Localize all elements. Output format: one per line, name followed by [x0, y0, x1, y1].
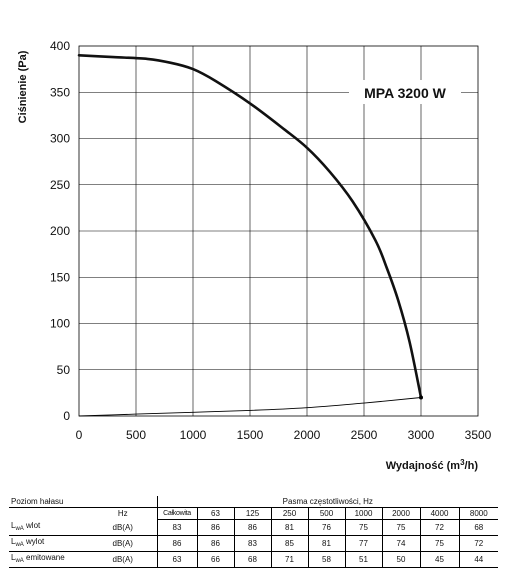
frequency-bands-title: Pasma częstotliwości, Hz: [156, 496, 499, 508]
frequency-header: 2000: [381, 507, 420, 520]
fan-curve-line: [77, 54, 423, 399]
noise-table-rows: LwA wlot dB(A) 83 86 86 81 76 75 75 72 68 LwA wylot…: [9, 519, 499, 568]
x-tick-labels: 0 500 1000 1500 2000 2500 3000 3500: [76, 428, 492, 442]
table-cell: 68: [233, 551, 271, 568]
table-cell: 86: [196, 535, 234, 552]
fan-performance-chart: 0 500 1000 1500 2000 2500 3000 3500 0 50 100 150 20…: [17, 39, 492, 472]
table-cell: 58: [307, 551, 345, 568]
table-cell: 72: [458, 535, 499, 552]
frequency-header: 8000: [458, 507, 499, 520]
frequency-header: 125: [233, 507, 271, 520]
table-cell: 75: [419, 535, 459, 552]
table-cell: 51: [344, 551, 382, 568]
operating-point-marker: [419, 395, 423, 400]
y-tick-label: 200: [50, 224, 70, 238]
y-tick-labels: 0 50 100 150 200 250 300 350 400: [50, 39, 70, 423]
system-curve-line: [78, 397, 422, 417]
frequency-header-row: Hz Całkowita 63 125 250 500 1000 2000 4000 8000: [9, 507, 499, 520]
table-row: LwA wlot dB(A) 83 86 86 81 76 75 75 72 68: [9, 519, 499, 536]
table-cell: 74: [381, 535, 420, 552]
frequency-header: 500: [307, 507, 345, 520]
x-tick-label: 3500: [465, 428, 492, 442]
model-label: MPA 3200 W: [364, 85, 446, 101]
y-tick-label: 100: [50, 317, 70, 331]
frequency-header: 63: [196, 507, 234, 520]
row-total: 86: [156, 535, 197, 552]
table-cell: 71: [270, 551, 308, 568]
table-cell: 75: [381, 519, 420, 536]
x-tick-label: 3000: [408, 428, 435, 442]
frequency-header: 250: [270, 507, 308, 520]
table-cell: 85: [270, 535, 308, 552]
table-cell: 77: [344, 535, 382, 552]
y-tick-label: 0: [63, 409, 70, 423]
row-label: LwA wlot: [9, 519, 89, 536]
table-row: LwA emitowane dB(A) 63 66 68 71 58 51 50 45 44: [9, 551, 499, 568]
table-row: LwA wylot dB(A) 86 86 83 85 81 77 74 75 72: [9, 535, 499, 552]
frequency-header: 1000: [344, 507, 382, 520]
noise-level-table: Poziom hałasu Pasma częstotliwości, Hz H…: [9, 496, 499, 568]
x-tick-label: 0: [76, 428, 83, 442]
frequency-header: 4000: [419, 507, 459, 520]
model-label-background: [349, 80, 461, 104]
y-axis-label: Ciśnienie (Pa): [17, 50, 29, 123]
table-cell: 81: [307, 535, 345, 552]
row-total: 83: [156, 519, 197, 536]
table-cell: 86: [196, 519, 234, 536]
x-tick-label: 1500: [237, 428, 264, 442]
hz-label: Hz: [117, 509, 128, 519]
y-tick-label: 300: [50, 132, 70, 146]
table-cell: 81: [270, 519, 308, 536]
row-total: 63: [156, 551, 197, 568]
x-axis-label: Wydajność (m3/h): [386, 458, 479, 472]
row-unit: dB(A): [89, 519, 157, 536]
table-cell: 45: [419, 551, 459, 568]
table-cell: 86: [233, 519, 271, 536]
table-cell: 50: [381, 551, 420, 568]
table-cell: 66: [196, 551, 234, 568]
y-tick-label: 400: [50, 39, 70, 53]
table-cell: 72: [419, 519, 459, 536]
table-title-row: Poziom hałasu Pasma częstotliwości, Hz: [9, 496, 499, 508]
plot-frame: [78, 45, 479, 417]
x-tick-label: 2000: [294, 428, 321, 442]
table-cell: 83: [233, 535, 271, 552]
table-cell: 75: [344, 519, 382, 536]
row-label: LwA emitowane: [9, 551, 89, 568]
x-tick-label: 1000: [180, 428, 207, 442]
total-label: Całkowita: [156, 507, 197, 520]
y-tick-label: 350: [50, 85, 70, 99]
x-tick-label: 500: [126, 428, 146, 442]
table-cell: 76: [307, 519, 345, 536]
y-tick-label: 50: [57, 363, 71, 377]
row-label: LwA wylot: [9, 535, 89, 552]
row-unit: dB(A): [89, 551, 157, 568]
table-cell: 68: [458, 519, 499, 536]
y-tick-label: 150: [50, 270, 70, 284]
noise-table-title: Poziom hałasu: [9, 496, 89, 508]
table-cell: 44: [458, 551, 499, 568]
row-unit: dB(A): [89, 535, 157, 552]
x-tick-label: 2500: [351, 428, 378, 442]
y-tick-label: 250: [50, 178, 70, 192]
